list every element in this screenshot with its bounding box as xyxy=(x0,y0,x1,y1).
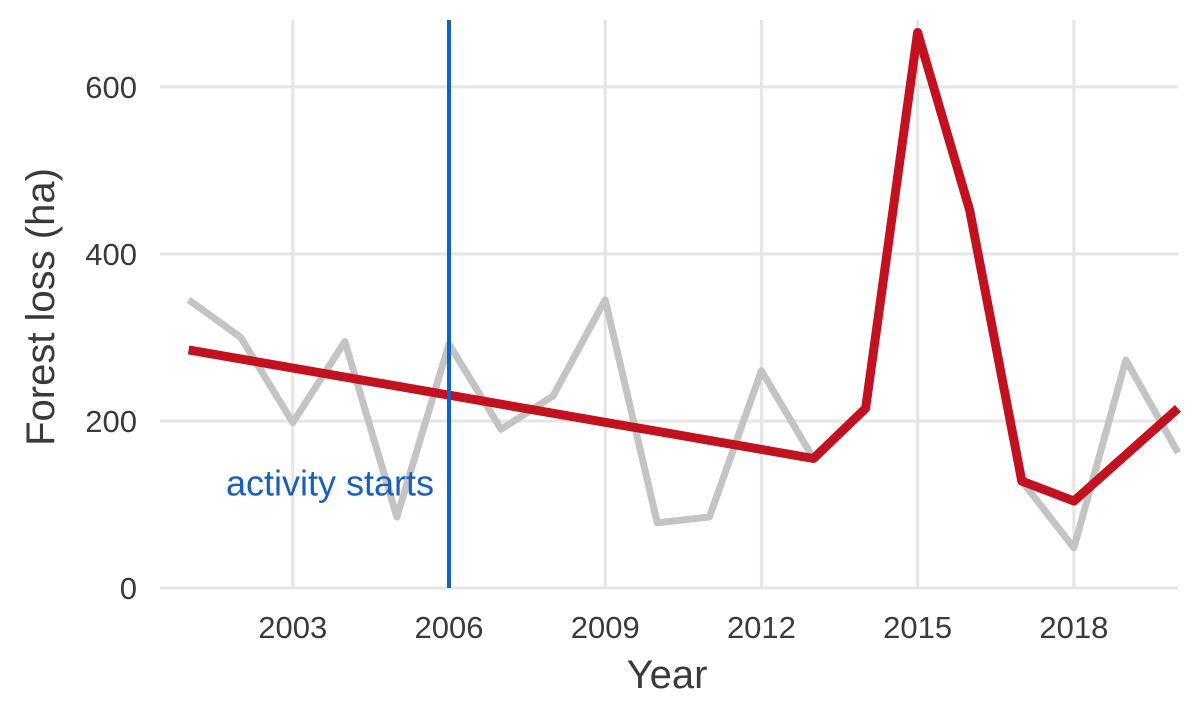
x-tick-label: 2018 xyxy=(1039,610,1108,645)
y-gridlines xyxy=(160,85,1178,590)
series-line-2 xyxy=(187,28,1181,506)
series-layer xyxy=(186,28,1182,552)
x-tick-labels: 2003 2006 2009 2012 2015 2018 xyxy=(258,610,1108,645)
y-tick-label: 400 xyxy=(85,237,137,272)
x-tick-label: 2012 xyxy=(727,610,796,645)
x-tick-label: 2009 xyxy=(571,610,640,645)
x-tick-label: 2015 xyxy=(883,610,952,645)
x-axis-title: Year xyxy=(627,653,708,697)
y-tick-label: 0 xyxy=(120,571,137,606)
y-tick-label: 600 xyxy=(85,70,137,105)
annotation-layer: activity starts xyxy=(226,20,451,588)
x-tick-label: 2003 xyxy=(258,610,327,645)
annotation-label: activity starts xyxy=(226,463,434,504)
y-axis-title: Forest loss (ha) xyxy=(19,168,63,446)
y-tick-label: 200 xyxy=(85,404,137,439)
y-tick-labels: 0 200 400 600 xyxy=(85,70,137,606)
x-tick-label: 2006 xyxy=(415,610,484,645)
